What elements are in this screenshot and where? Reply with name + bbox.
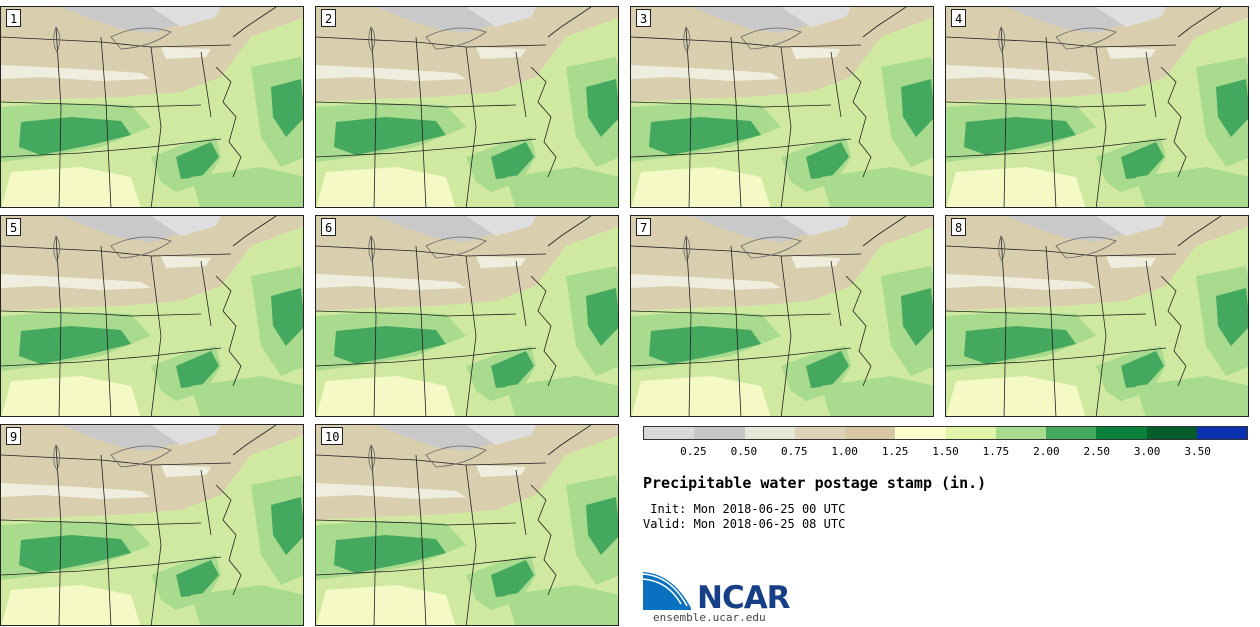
colorbar: [643, 426, 1248, 440]
init-time: Init: Mon 2018-06-25 00 UTC: [643, 502, 846, 516]
precip-map-9: [1, 425, 304, 626]
colorbar-segment-7: [945, 427, 996, 439]
colorbar-tick-label: 0.75: [781, 445, 808, 458]
precip-map-6: [316, 216, 619, 417]
member-label-8: 8: [951, 218, 967, 236]
colorbar-ticks: 0.25 0.50 0.75 1.00 1.25 1.50 1.75 2.00 2.50 3.00…: [643, 445, 1248, 459]
colorbar-tick-label: 1.75: [982, 445, 1010, 458]
precip-map-1: [1, 7, 304, 208]
colorbar-tick-label: 2.50: [1083, 445, 1111, 458]
chart-title: Precipitable water postage stamp (in.): [643, 474, 987, 492]
member-label-6: 6: [321, 218, 337, 236]
member-label-9: 9: [6, 427, 22, 445]
ensemble-url[interactable]: ensemble.ucar.edu: [653, 611, 766, 624]
precip-map-7: [631, 216, 934, 417]
precip-map-8: [946, 216, 1249, 417]
ncar-logo-icon: [643, 572, 691, 610]
precip-map-2: [316, 7, 619, 208]
member-label-4: 4: [951, 9, 967, 27]
colorbar-segment-10: [1096, 427, 1147, 439]
stamp-panel-6[interactable]: 6: [315, 215, 619, 417]
stamp-panel-10[interactable]: 10: [315, 424, 619, 626]
colorbar-tick-label: 2.00: [1033, 445, 1060, 458]
precip-map-10: [316, 425, 619, 626]
ncar-logo-text: NCAR: [697, 580, 791, 616]
colorbar-tick-label: 1.50: [932, 445, 959, 458]
member-label-1: 1: [6, 9, 22, 27]
colorbar-segment-1: [644, 427, 695, 439]
stamp-panel-1[interactable]: 1: [0, 6, 304, 208]
colorbar-segment-11: [1146, 427, 1197, 439]
valid-time: Valid: Mon 2018-06-25 08 UTC: [643, 517, 846, 531]
stamp-panel-8[interactable]: 8: [945, 215, 1249, 417]
colorbar-segment-8: [995, 427, 1046, 439]
precip-map-3: [631, 7, 934, 208]
member-label-7: 7: [636, 218, 652, 236]
member-label-3: 3: [636, 9, 652, 27]
colorbar-segment-5: [845, 427, 896, 439]
precip-map-5: [1, 216, 304, 417]
colorbar-segment-6: [895, 427, 946, 439]
member-label-10: 10: [321, 427, 344, 445]
member-label-2: 2: [321, 9, 337, 27]
stamp-panel-2[interactable]: 2: [315, 6, 619, 208]
colorbar-tick-label: 0.25: [680, 445, 707, 458]
colorbar-tick-label: 0.50: [730, 445, 758, 458]
colorbar-tick-label: 1.00: [831, 445, 858, 458]
colorbar-tick-label: 1.25: [881, 445, 909, 458]
colorbar-segment-9: [1046, 427, 1097, 439]
colorbar-tick-label: 3.00: [1133, 445, 1161, 458]
stamp-panel-9[interactable]: 9: [0, 424, 304, 626]
stamp-panel-3[interactable]: 3: [630, 6, 934, 208]
colorbar-segment-12: [1196, 427, 1247, 439]
colorbar-segment-4: [794, 427, 845, 439]
colorbar-tick-label: 3.50: [1184, 445, 1211, 458]
colorbar-segment-3: [744, 427, 795, 439]
colorbar-segment-2: [694, 427, 745, 439]
stamp-panel-7[interactable]: 7: [630, 215, 934, 417]
precip-map-4: [946, 7, 1249, 208]
stamp-panel-4[interactable]: 4: [945, 6, 1249, 208]
stamp-panel-5[interactable]: 5: [0, 215, 304, 417]
member-label-5: 5: [6, 218, 22, 236]
